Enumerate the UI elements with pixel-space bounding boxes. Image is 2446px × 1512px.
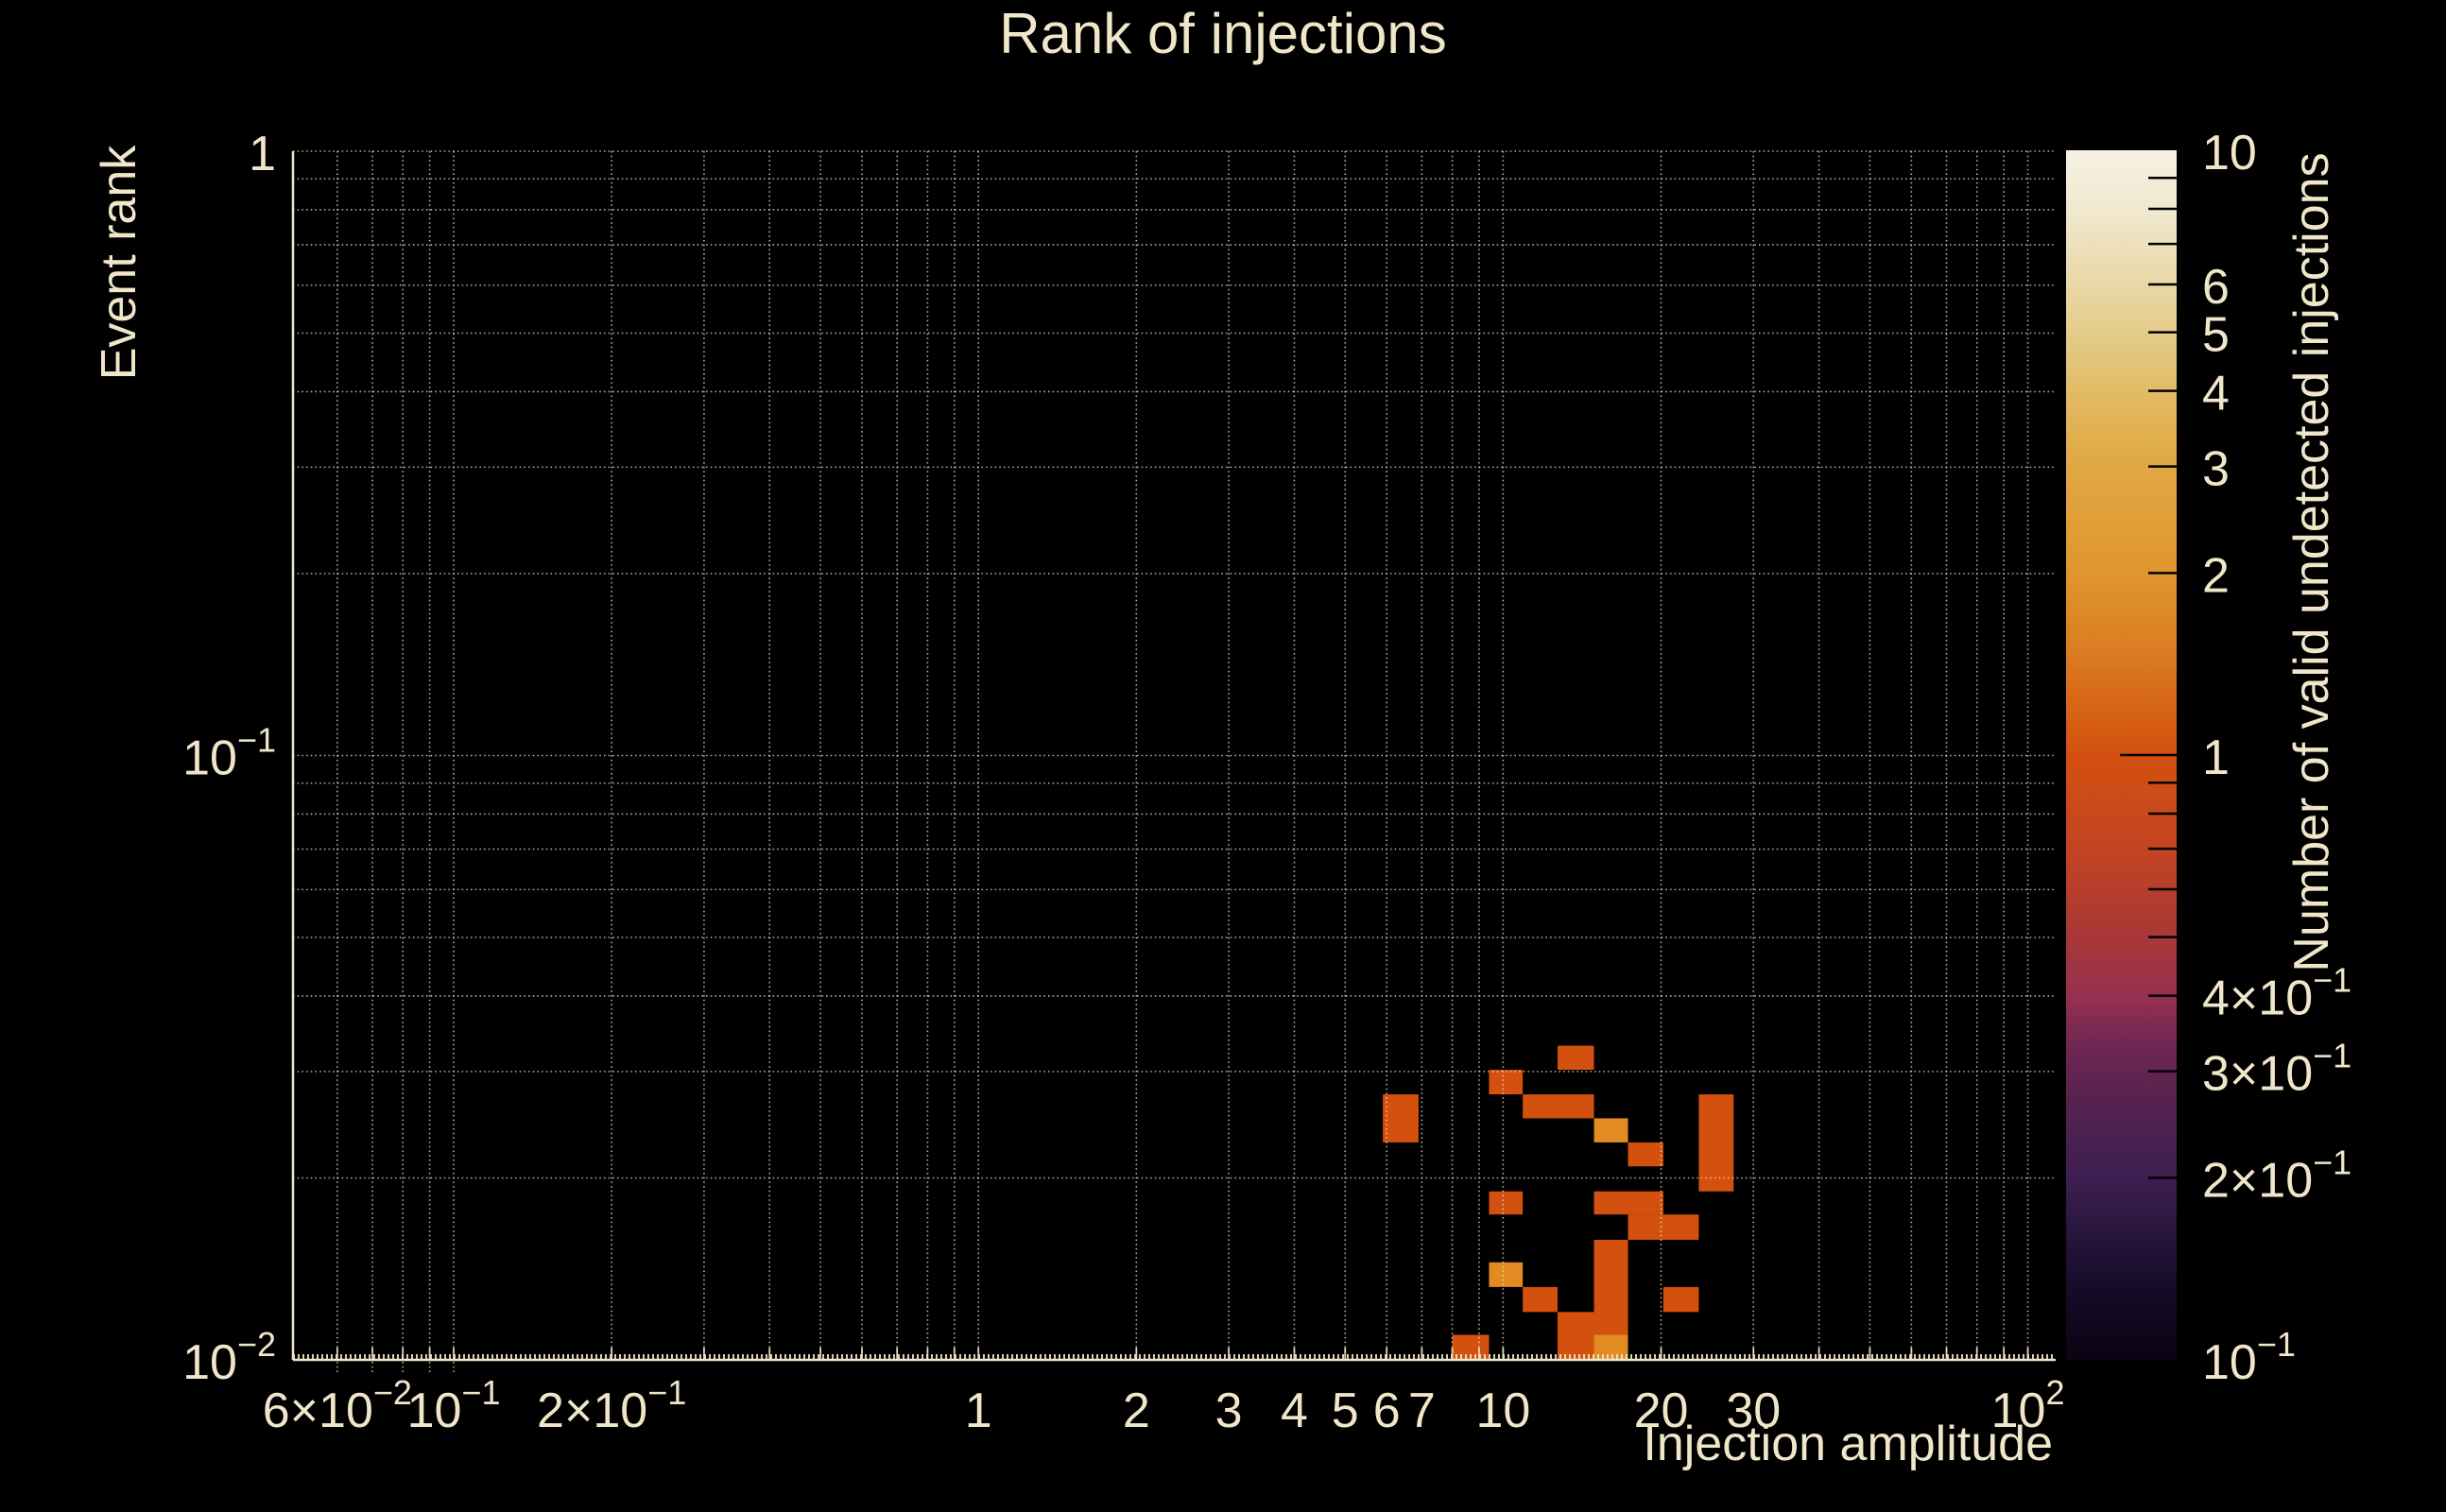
- colorbar-tick-label: 6: [2202, 260, 2230, 315]
- heatmap-cell: [1489, 1070, 1524, 1095]
- colorbar-tick-label: 5: [2202, 308, 2230, 363]
- x-tick-label: 2: [1123, 1383, 1150, 1438]
- x-tick-label: 10: [1475, 1383, 1530, 1438]
- x-tick-label: 7: [1408, 1383, 1436, 1438]
- heatmap-cell: [1557, 1312, 1594, 1360]
- heatmap-cell: [1523, 1094, 1594, 1119]
- heatmap-cell: [1557, 1045, 1594, 1071]
- y-tick-label: 10−2: [182, 1325, 276, 1390]
- heatmap-cell: [1489, 1191, 1524, 1215]
- colorbar-tick-label: 3×10−1: [2202, 1037, 2351, 1102]
- colorbar-tick-label: 10−1: [2202, 1325, 2296, 1390]
- heatmap-cell: [1662, 1286, 1699, 1313]
- bottom-axis-comb: [293, 1354, 2056, 1360]
- x-tick-label: 5: [1332, 1383, 1359, 1438]
- colorbar-tick-label: 4: [2202, 367, 2230, 421]
- heatmap-cell: [1593, 1191, 1663, 1215]
- colorbar-tick-label: 1: [2202, 730, 2230, 785]
- colorbar-tick-label: 4×10−1: [2202, 961, 2351, 1026]
- colorbar-tick-label: 2: [2202, 548, 2230, 603]
- x-tick-label: 10−1: [407, 1373, 501, 1438]
- heatmap-cell: [1593, 1118, 1628, 1143]
- chart-title: Rank of injections: [999, 2, 1447, 65]
- colorbar-tick-label: 3: [2202, 442, 2230, 497]
- x-axis-title: Injection amplitude: [1643, 1417, 2053, 1471]
- x-tick-label: 1: [965, 1383, 992, 1438]
- heatmap-cell: [1628, 1142, 1663, 1167]
- heatmap-cell: [1593, 1239, 1628, 1335]
- colorbar-tick-label: 10: [2202, 126, 2257, 180]
- x-tick-label: 20: [1634, 1383, 1689, 1438]
- x-tick-label: 3: [1215, 1383, 1243, 1438]
- x-tick-label: 2×10−1: [537, 1373, 686, 1438]
- x-tick-label: 6: [1373, 1383, 1401, 1438]
- heatmap-cell: [1628, 1214, 1699, 1240]
- x-tick-label: 102: [1991, 1373, 2065, 1438]
- x-tick-label: 30: [1726, 1383, 1781, 1438]
- heatmap-cell: [1698, 1094, 1734, 1192]
- x-tick-label: 6×10−2: [263, 1373, 412, 1438]
- y-tick-label: 10−1: [182, 721, 276, 786]
- heatmap-cell: [1383, 1094, 1419, 1143]
- x-tick-label: 4: [1281, 1383, 1308, 1438]
- y-tick-label: 1: [249, 127, 276, 181]
- heatmap-cell: [1523, 1286, 1558, 1313]
- colorbar-tick-label: 2×10−1: [2202, 1143, 2351, 1208]
- heatmap-cell: [1489, 1262, 1524, 1287]
